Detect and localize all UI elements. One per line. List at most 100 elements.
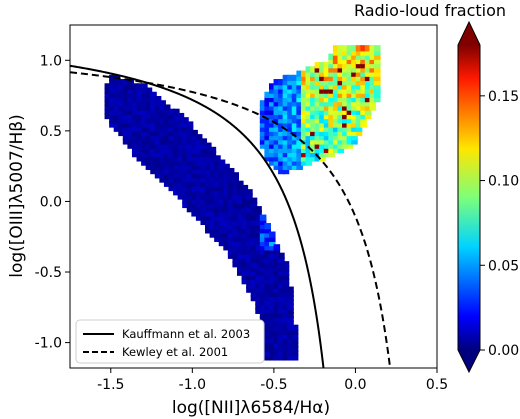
fraction-cell <box>305 151 313 158</box>
fraction-cell <box>246 235 253 242</box>
fraction-cell <box>209 172 217 179</box>
fraction-cell <box>314 83 322 90</box>
fraction-cell <box>374 95 381 103</box>
fraction-cell <box>150 100 157 107</box>
fraction-cell <box>278 282 285 289</box>
fraction-cell <box>282 269 290 276</box>
fraction-cell <box>131 95 139 103</box>
fraction-cell <box>374 66 381 73</box>
fraction-cell <box>287 328 294 336</box>
fraction-cell <box>168 129 176 137</box>
fraction-cell <box>278 320 285 327</box>
fraction-cell <box>264 273 271 281</box>
fraction-cell <box>342 53 349 60</box>
fraction-cell <box>136 151 144 158</box>
fraction-cell <box>374 74 381 82</box>
fraction-cell <box>150 146 157 154</box>
fraction-cell <box>332 74 340 82</box>
fraction-cell <box>177 189 185 196</box>
fraction-cell <box>268 354 276 361</box>
fraction-cell <box>273 316 281 323</box>
fraction-cell <box>237 269 244 276</box>
fraction-cell <box>173 125 180 132</box>
fraction-cell <box>273 286 281 293</box>
fraction-cell <box>264 282 271 289</box>
fraction-cell <box>205 176 212 183</box>
fraction-cell <box>360 79 367 86</box>
fraction-cell <box>305 79 313 86</box>
fraction-cell <box>209 159 217 166</box>
fraction-cell <box>278 83 285 90</box>
fraction-cell <box>168 121 176 128</box>
fraction-cell <box>332 95 340 103</box>
fraction-cell <box>259 311 267 319</box>
fraction-cell <box>264 121 271 128</box>
fraction-cell <box>305 129 313 137</box>
fraction-cell <box>305 83 313 90</box>
fraction-cell <box>232 231 240 238</box>
fraction-cell <box>209 151 217 158</box>
fraction-cell <box>346 91 354 98</box>
fraction-cell <box>314 104 322 111</box>
fraction-cell <box>282 100 290 107</box>
fraction-cell <box>127 108 134 115</box>
fraction-cell <box>241 261 249 268</box>
fraction-cell <box>314 146 322 154</box>
fraction-cell <box>296 117 303 124</box>
fraction-cell <box>168 134 176 141</box>
fraction-cell <box>273 142 281 149</box>
fraction-cell <box>255 248 262 255</box>
fraction-cell <box>227 231 235 238</box>
fraction-cell <box>346 142 354 149</box>
fraction-cell <box>264 125 271 132</box>
fraction-cell <box>191 184 198 192</box>
fraction-cell <box>177 121 185 128</box>
fraction-cell <box>209 206 217 213</box>
fraction-cell <box>182 117 189 124</box>
fraction-cell <box>205 193 212 200</box>
fraction-cell <box>250 265 258 272</box>
fraction-cell <box>195 172 203 179</box>
fraction-cell <box>268 121 276 128</box>
fraction-cell <box>205 214 212 221</box>
fraction-cell <box>173 129 180 137</box>
fraction-cell <box>200 138 208 145</box>
fraction-cell <box>287 333 294 340</box>
fraction-cell <box>268 252 276 259</box>
fraction-cell <box>273 159 281 166</box>
fraction-cell <box>287 125 294 132</box>
fraction-cell <box>186 125 194 132</box>
fraction-cell <box>136 125 144 132</box>
fraction-cell <box>300 70 308 77</box>
fraction-cell <box>355 74 363 82</box>
fraction-cell <box>145 91 153 98</box>
fraction-cell <box>268 83 276 90</box>
fraction-cell <box>237 265 244 272</box>
fraction-cell <box>205 146 212 154</box>
fraction-cell <box>337 100 345 107</box>
fraction-cell <box>346 57 354 65</box>
fraction-cell <box>287 316 294 323</box>
fraction-cell <box>351 74 358 82</box>
fraction-cell <box>342 83 349 90</box>
fraction-cell <box>273 248 281 255</box>
fraction-cell <box>264 286 271 293</box>
fraction-cell <box>273 299 281 306</box>
fraction-cell <box>264 320 271 327</box>
fraction-cell <box>218 184 226 192</box>
fraction-cell <box>282 278 290 285</box>
fraction-cell <box>159 155 166 162</box>
fraction-cell <box>136 129 144 137</box>
fraction-cell <box>273 125 281 132</box>
fraction-cell <box>141 100 148 107</box>
fraction-cell <box>223 184 230 192</box>
fraction-cell <box>113 91 121 98</box>
fraction-cell <box>273 354 281 361</box>
fraction-cell <box>268 256 276 264</box>
fraction-cell <box>246 227 253 234</box>
fraction-cell <box>300 129 308 137</box>
fraction-cell <box>273 320 281 327</box>
fraction-cell <box>369 45 377 52</box>
fraction-cell <box>237 231 244 238</box>
fraction-cell <box>264 112 271 120</box>
